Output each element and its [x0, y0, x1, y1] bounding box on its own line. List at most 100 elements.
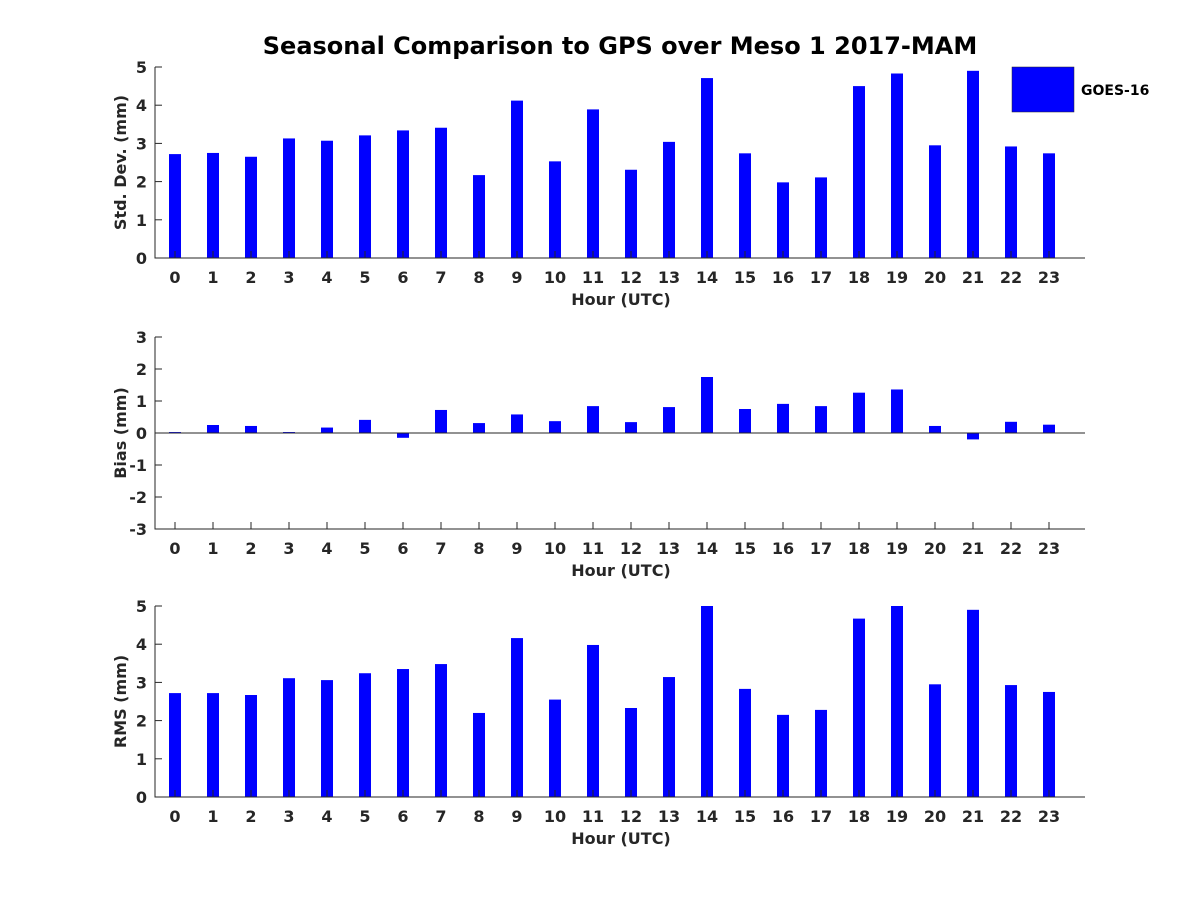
x-tick-label: 10 [544, 807, 566, 826]
x-tick-label: 21 [962, 807, 984, 826]
x-tick-label: 2 [245, 807, 256, 826]
bar-hour-20 [929, 684, 941, 797]
x-tick-label: 16 [772, 268, 794, 287]
x-tick-label: 8 [473, 268, 484, 287]
x-tick-label: 21 [962, 539, 984, 558]
bar-hour-16 [777, 403, 789, 433]
bar-hour-23 [1043, 691, 1055, 797]
y-tick-label: 2 [136, 173, 147, 192]
y-tick-label: 5 [136, 597, 147, 616]
x-tick-label: 0 [169, 268, 180, 287]
bar-hour-0 [169, 154, 181, 258]
x-tick-label: 22 [1000, 539, 1022, 558]
x-axis-label: Hour (UTC) [571, 829, 671, 848]
bar-hour-21 [967, 70, 979, 258]
x-tick-label: 18 [848, 539, 870, 558]
x-tick-label: 17 [810, 807, 832, 826]
x-tick-label: 12 [620, 539, 642, 558]
y-tick-label: 5 [136, 58, 147, 77]
x-tick-label: 12 [620, 268, 642, 287]
bar-hour-18 [853, 86, 865, 258]
y-tick-label: 4 [136, 635, 147, 654]
bar-hour-17 [815, 406, 827, 433]
x-tick-label: 0 [169, 539, 180, 558]
y-tick-label: 0 [136, 788, 147, 807]
bar-hour-13 [663, 141, 675, 258]
bar-hour-1 [207, 152, 219, 258]
x-tick-label: 3 [283, 268, 294, 287]
x-tick-label: 17 [810, 268, 832, 287]
legend-label: GOES-16 [1081, 83, 1149, 99]
x-tick-label: 5 [359, 807, 370, 826]
bar-hour-15 [739, 409, 751, 433]
bar-hour-4 [321, 680, 333, 797]
bar-hour-2 [245, 156, 257, 258]
x-tick-label: 9 [511, 268, 522, 287]
bar-hour-4 [321, 427, 333, 433]
bar-hour-9 [511, 638, 523, 797]
x-tick-label: 10 [544, 539, 566, 558]
bar-hour-21 [967, 609, 979, 797]
y-tick-label: -3 [129, 520, 147, 539]
y-tick-label: 1 [136, 750, 147, 769]
x-tick-label: 0 [169, 807, 180, 826]
bar-hour-16 [777, 182, 789, 258]
bar-hour-12 [625, 422, 637, 433]
bar-hour-5 [359, 673, 371, 797]
bar-hour-2 [245, 695, 257, 797]
bar-hour-10 [549, 699, 561, 797]
y-axis-label: RMS (mm) [111, 655, 130, 748]
bar-hour-11 [587, 644, 599, 797]
x-axis-label: Hour (UTC) [571, 290, 671, 309]
x-tick-label: 8 [473, 539, 484, 558]
x-tick-label: 17 [810, 539, 832, 558]
bar-hour-14 [701, 377, 713, 433]
bar-hour-9 [511, 414, 523, 433]
x-tick-label: 20 [924, 268, 946, 287]
bar-hour-8 [473, 712, 485, 797]
x-tick-label: 18 [848, 268, 870, 287]
bar-hour-11 [587, 109, 599, 258]
x-tick-label: 15 [734, 807, 756, 826]
y-tick-label: 4 [136, 96, 147, 115]
bar-hour-19 [891, 73, 903, 258]
bar-hour-15 [739, 153, 751, 258]
bar-hour-6 [397, 433, 409, 438]
bar-hour-4 [321, 140, 333, 258]
bar-hour-13 [663, 677, 675, 797]
x-tick-label: 3 [283, 807, 294, 826]
x-axis-label: Hour (UTC) [571, 561, 671, 580]
y-tick-label: -2 [129, 488, 147, 507]
x-tick-label: 19 [886, 539, 908, 558]
y-axis-label: Bias (mm) [111, 387, 130, 479]
x-tick-label: 19 [886, 807, 908, 826]
bar-hour-1 [207, 425, 219, 433]
x-tick-label: 11 [582, 539, 604, 558]
x-tick-label: 9 [511, 807, 522, 826]
y-tick-label: 3 [136, 673, 147, 692]
x-tick-label: 13 [658, 268, 680, 287]
bar-hour-2 [245, 425, 257, 433]
bar-hour-21 [967, 433, 979, 440]
bar-hour-19 [891, 606, 903, 797]
y-tick-label: 0 [136, 249, 147, 268]
x-tick-label: 10 [544, 268, 566, 287]
bar-hour-16 [777, 714, 789, 797]
x-tick-label: 23 [1038, 807, 1060, 826]
bar-hour-22 [1005, 146, 1017, 258]
bar-hour-17 [815, 177, 827, 258]
bar-hour-22 [1005, 421, 1017, 433]
bar-hour-10 [549, 161, 561, 258]
x-tick-label: 5 [359, 539, 370, 558]
x-tick-label: 7 [435, 807, 446, 826]
x-tick-label: 23 [1038, 539, 1060, 558]
bar-hour-18 [853, 618, 865, 797]
x-tick-label: 18 [848, 807, 870, 826]
bar-hour-6 [397, 669, 409, 797]
x-tick-label: 1 [207, 268, 218, 287]
x-tick-label: 2 [245, 539, 256, 558]
x-tick-label: 14 [696, 539, 718, 558]
bar-hour-8 [473, 423, 485, 433]
bar-hour-5 [359, 135, 371, 258]
